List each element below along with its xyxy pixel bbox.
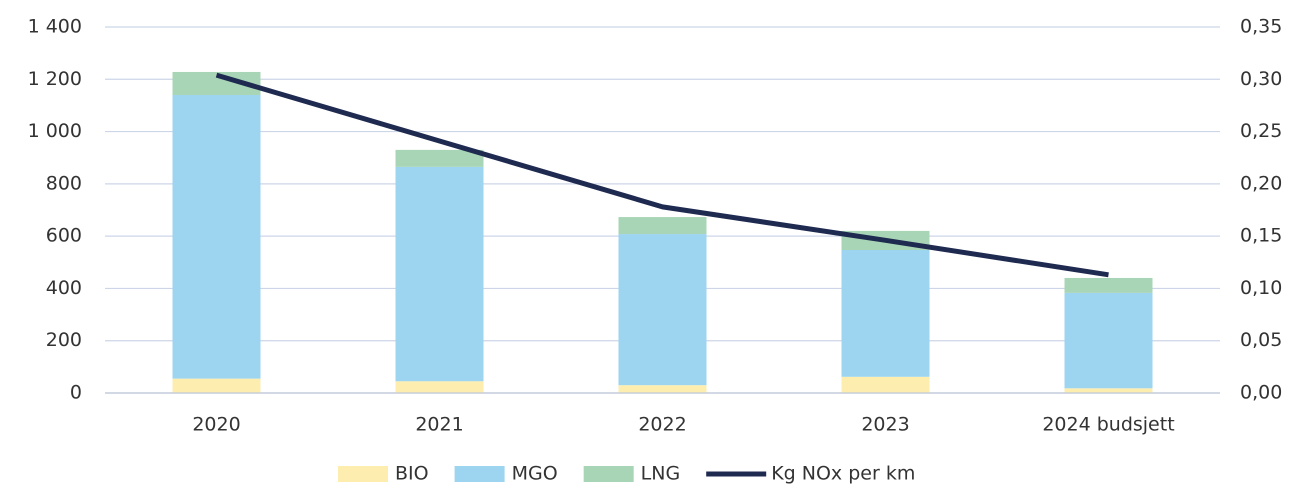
- x-tick-label: 2022: [638, 414, 686, 436]
- legend-label: MGO: [512, 463, 558, 485]
- bar-segment: [172, 378, 261, 393]
- bar-segment: [172, 71, 261, 95]
- legend-label: BIO: [395, 463, 429, 485]
- y2ticks-label: 0,30: [1240, 68, 1282, 90]
- legend-swatch: [454, 466, 505, 482]
- yticks-label: 200: [46, 329, 82, 351]
- x-tick-label: 2021: [415, 414, 463, 436]
- x-tick-label: 2020: [192, 414, 240, 436]
- bar-segment: [395, 149, 484, 167]
- bar-segment: [618, 217, 707, 235]
- y2ticks-label: 0,20: [1240, 172, 1282, 194]
- line: [215, 72, 1109, 278]
- y2ticks-label: 0,25: [1240, 120, 1282, 142]
- yticks-label: 600: [46, 225, 82, 247]
- legend-swatch: [338, 466, 388, 482]
- y2ticks-label: 0,00: [1240, 382, 1282, 404]
- yticks-label: 800: [46, 172, 82, 194]
- legend-label: Kg NOx per km: [771, 463, 915, 485]
- legend-label: LNG: [641, 463, 681, 485]
- bar-segment: [618, 234, 707, 386]
- bar-segment: [841, 376, 930, 393]
- bar-segment: [172, 94, 261, 379]
- y2ticks-label: 0,35: [1240, 16, 1282, 38]
- y2ticks-label: 0,10: [1240, 277, 1282, 299]
- yticks-label: 1 000: [28, 120, 82, 142]
- bar-segment: [395, 381, 484, 393]
- x-tick-label: 2024 budsjett: [1042, 414, 1174, 436]
- bar-segment: [1064, 277, 1153, 293]
- yticks-label: 1 400: [28, 16, 82, 38]
- y2ticks-label: 0,05: [1240, 329, 1282, 351]
- bar-segment: [395, 166, 484, 382]
- bar-segment: [1064, 388, 1153, 393]
- yticks-label: 1 200: [28, 68, 82, 90]
- yticks-label: 400: [46, 277, 82, 299]
- yticks-label: 0: [70, 382, 82, 404]
- x-tick-label: 2023: [861, 414, 909, 436]
- y2ticks-label: 0,15: [1240, 225, 1282, 247]
- legend-swatch: [583, 466, 634, 482]
- bar-segment: [841, 249, 930, 377]
- bar-segment: [1064, 292, 1153, 389]
- bar-segment: [618, 385, 707, 393]
